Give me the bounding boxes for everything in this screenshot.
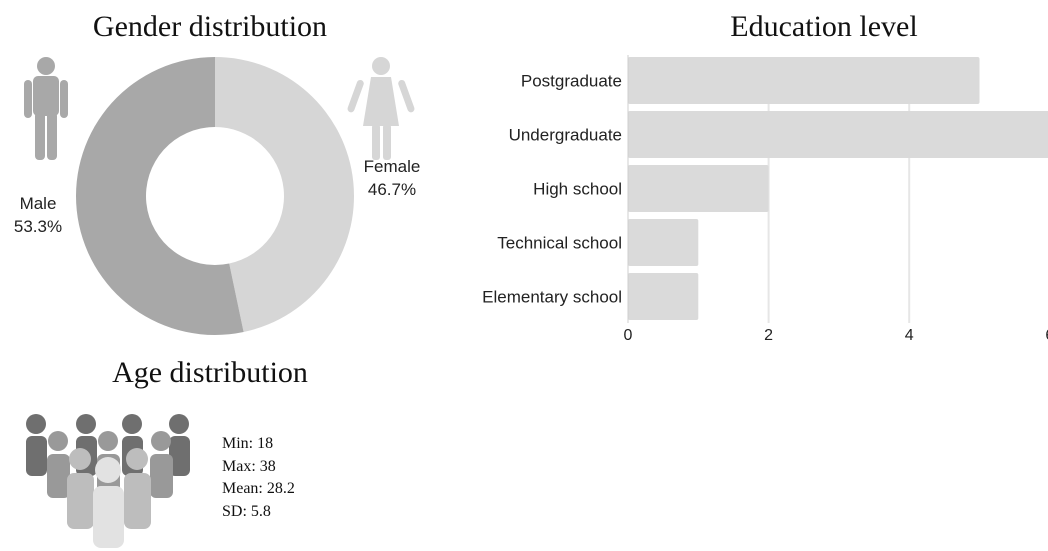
age-stat-mean: Mean: 28.2 xyxy=(222,480,295,497)
pie-slice-male xyxy=(75,57,244,335)
age-stats: Min: 18 Max: 38 Mean: 28.2 SD: 5.8 xyxy=(222,433,295,523)
x-tick-label: 0 xyxy=(624,327,633,344)
bar-technical-school xyxy=(628,219,699,266)
x-tick-label: 4 xyxy=(905,327,914,344)
age-stat-sd: SD: 5.8 xyxy=(222,502,271,520)
y-category-label: Undergraduate xyxy=(509,126,622,145)
bar-postgraduate xyxy=(628,57,980,104)
bar-high-school xyxy=(628,165,769,212)
education-chart-title: Education level xyxy=(730,10,918,43)
male-label-text: Male xyxy=(19,194,57,213)
bar-elementary-school xyxy=(628,273,699,320)
female-pct-text: 46.7% xyxy=(367,180,417,199)
age-panel-title: Age distribution xyxy=(112,356,308,389)
bar-undergraduate xyxy=(628,111,1048,158)
male-person-icon xyxy=(24,57,68,160)
y-category-label: Postgraduate xyxy=(521,72,622,91)
male-pct-text: 53.3% xyxy=(13,217,63,236)
gender-chart-title: Gender distribution xyxy=(92,10,328,43)
x-tick-label: 2 xyxy=(764,327,773,344)
male-slice-label: Male 53.3% xyxy=(2,192,74,238)
age-stat-min: Min: 18 xyxy=(222,435,274,452)
y-category-label: High school xyxy=(533,180,622,199)
y-category-label: Elementary school xyxy=(482,288,622,307)
crowd-icon xyxy=(26,414,190,548)
female-slice-label: Female 46.7% xyxy=(352,155,432,201)
pie-slice-female xyxy=(215,57,354,333)
age-stat-max: Max: 38 xyxy=(222,457,276,475)
y-category-label: Technical school xyxy=(497,234,622,253)
female-person-icon xyxy=(347,57,415,160)
x-tick-label: 6 xyxy=(1045,327,1048,344)
female-label-text: Female xyxy=(363,157,421,176)
